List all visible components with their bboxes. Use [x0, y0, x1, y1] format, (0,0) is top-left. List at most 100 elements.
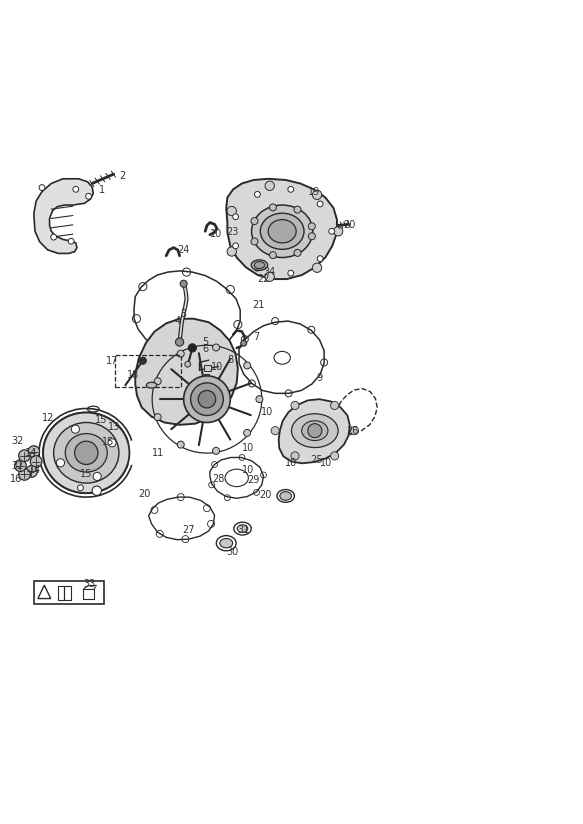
Circle shape — [93, 472, 101, 480]
Circle shape — [227, 247, 237, 256]
Circle shape — [265, 272, 275, 282]
Circle shape — [154, 414, 161, 420]
Ellipse shape — [292, 414, 338, 447]
Circle shape — [154, 377, 161, 385]
Text: 23: 23 — [226, 227, 238, 237]
Text: 18: 18 — [127, 370, 139, 380]
Ellipse shape — [251, 260, 268, 270]
Circle shape — [251, 218, 258, 225]
Text: 26: 26 — [346, 426, 359, 436]
Text: 11: 11 — [152, 447, 165, 458]
Circle shape — [251, 238, 258, 245]
Ellipse shape — [146, 382, 157, 388]
Text: 20: 20 — [259, 489, 272, 500]
Circle shape — [308, 222, 315, 230]
Circle shape — [233, 213, 238, 220]
Text: 10: 10 — [209, 229, 222, 239]
Circle shape — [108, 438, 116, 447]
Circle shape — [312, 190, 322, 199]
Text: 13: 13 — [107, 422, 120, 432]
Text: 10: 10 — [261, 407, 273, 417]
Circle shape — [177, 441, 184, 448]
Text: 32: 32 — [11, 436, 24, 446]
Circle shape — [331, 401, 339, 410]
Circle shape — [333, 227, 343, 236]
Circle shape — [291, 452, 299, 460]
Circle shape — [184, 376, 230, 423]
Circle shape — [317, 255, 323, 261]
Text: 27: 27 — [182, 525, 195, 535]
Text: 7: 7 — [254, 332, 259, 343]
Text: 15: 15 — [101, 438, 114, 447]
Text: 29: 29 — [247, 475, 260, 485]
Circle shape — [28, 446, 40, 457]
Text: 15: 15 — [80, 470, 93, 480]
Ellipse shape — [237, 525, 248, 532]
Text: 32: 32 — [11, 461, 24, 471]
Circle shape — [180, 280, 187, 288]
Text: 6: 6 — [202, 344, 208, 354]
Ellipse shape — [254, 261, 265, 269]
Circle shape — [19, 450, 30, 461]
Circle shape — [291, 401, 299, 410]
Bar — [115, 355, 181, 387]
Text: 10: 10 — [210, 362, 223, 372]
Text: 10: 10 — [285, 457, 298, 468]
Circle shape — [265, 181, 275, 190]
Polygon shape — [226, 179, 337, 279]
Ellipse shape — [43, 413, 129, 493]
Ellipse shape — [65, 433, 107, 472]
Text: 8: 8 — [227, 354, 233, 364]
Text: 10: 10 — [320, 457, 333, 468]
Circle shape — [139, 357, 146, 364]
Circle shape — [92, 486, 101, 495]
Text: 34: 34 — [264, 267, 276, 277]
Circle shape — [73, 186, 79, 192]
Circle shape — [269, 251, 276, 259]
Ellipse shape — [54, 423, 119, 483]
Circle shape — [308, 424, 322, 438]
Circle shape — [233, 243, 238, 249]
Ellipse shape — [260, 213, 304, 250]
Text: 20: 20 — [138, 489, 151, 499]
Circle shape — [317, 201, 323, 207]
Circle shape — [175, 338, 184, 346]
Circle shape — [227, 206, 237, 216]
Text: 14: 14 — [24, 447, 37, 458]
Circle shape — [185, 361, 191, 368]
Text: 1: 1 — [99, 185, 105, 195]
Ellipse shape — [280, 492, 292, 500]
Circle shape — [331, 452, 339, 460]
Text: 33: 33 — [83, 579, 96, 589]
Circle shape — [30, 456, 42, 467]
Text: 31: 31 — [237, 525, 250, 535]
Bar — [204, 365, 211, 371]
Circle shape — [244, 362, 251, 369]
Circle shape — [329, 228, 335, 234]
Ellipse shape — [302, 421, 328, 441]
Circle shape — [86, 194, 92, 199]
Text: 17: 17 — [106, 356, 119, 366]
Text: 12: 12 — [41, 413, 54, 423]
Text: 10: 10 — [241, 443, 254, 453]
Text: 15: 15 — [94, 414, 107, 424]
Circle shape — [68, 238, 74, 244]
Circle shape — [350, 427, 359, 435]
Text: 14: 14 — [29, 466, 41, 475]
Polygon shape — [279, 399, 350, 463]
Text: 9: 9 — [317, 373, 322, 383]
Text: 20: 20 — [343, 221, 356, 231]
Circle shape — [26, 466, 37, 477]
Polygon shape — [135, 319, 238, 425]
Circle shape — [57, 459, 65, 467]
Text: 16: 16 — [10, 474, 23, 484]
Circle shape — [254, 191, 260, 197]
Circle shape — [288, 270, 294, 276]
Circle shape — [198, 391, 216, 408]
Bar — [204, 373, 209, 378]
Text: 24: 24 — [177, 245, 190, 255]
Circle shape — [78, 485, 83, 491]
Ellipse shape — [220, 539, 233, 548]
Text: 10: 10 — [241, 466, 254, 475]
Circle shape — [15, 460, 26, 471]
